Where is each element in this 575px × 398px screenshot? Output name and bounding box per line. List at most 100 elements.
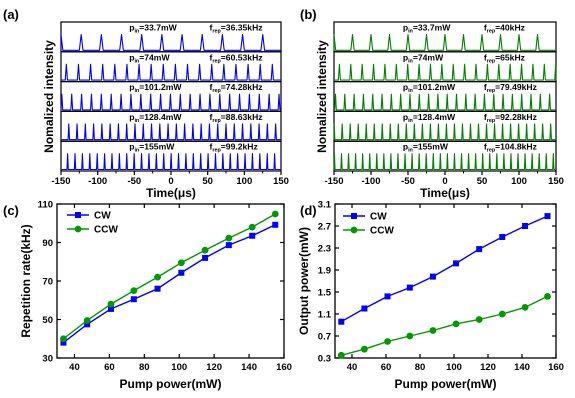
data-point-cw <box>154 285 161 292</box>
pump-power-label-1: pin=33.7mW <box>403 23 451 35</box>
data-point-ccw <box>475 316 483 323</box>
rep-rate-label-2-subscript: rep <box>487 58 496 64</box>
data-point-cw <box>499 234 506 240</box>
x-tick-label-2: -100 <box>361 176 380 187</box>
data-point-ccw <box>406 332 414 340</box>
pump-power-label-3-value: =101.2mW <box>413 82 456 92</box>
x-tick-label-3: 80 <box>415 362 426 373</box>
rep-rate-label-1-symbol: f <box>484 23 487 33</box>
y-tick-label-5: 110 <box>38 200 53 211</box>
rep-rate-label-5-symbol: f <box>484 142 487 152</box>
rep-rate-label-3-symbol: f <box>484 82 487 92</box>
data-point-ccw <box>130 287 138 295</box>
pump-power-label-1-symbol: p <box>129 23 134 33</box>
legend-label-cw: CW <box>94 211 111 222</box>
data-point-cw <box>361 305 368 312</box>
data-point-cw <box>544 213 551 220</box>
pump-power-label-2: pin=74mW <box>403 52 444 64</box>
pump-power-label-3-subscript: in <box>408 88 413 94</box>
rep-rate-label-4-symbol: f <box>210 112 213 122</box>
legend-marker-ccw <box>350 226 358 234</box>
pump-power-label-2-subscript: in <box>408 58 413 64</box>
y-axis-title: Nomalized intensity <box>315 40 329 153</box>
rep-rate-label-2: frep=60.53kHz <box>210 52 263 64</box>
x-tick-label-1: -150 <box>324 176 343 187</box>
pump-power-label-2-subscript: in <box>134 58 139 64</box>
rep-rate-label-1-value: =40kHz <box>495 23 525 33</box>
pulse-train-4 <box>333 123 556 141</box>
pump-power-label-1: pin=33.7mW <box>129 23 177 35</box>
series-line-cw <box>340 215 548 323</box>
series-line-cw <box>63 224 276 344</box>
pulse-train-5 <box>61 153 281 171</box>
rep-rate-label-5-symbol: f <box>210 142 213 152</box>
pump-power-label-2-symbol: p <box>129 52 134 62</box>
rep-rate-label-5-value: =99.2kHz <box>221 142 258 152</box>
data-point-ccw <box>498 310 506 318</box>
pump-power-label-5-value: =155mW <box>413 142 449 152</box>
y-tick-label-4: 1.5 <box>318 288 332 299</box>
data-point-cw <box>429 273 436 280</box>
x-tick-label-6: 100 <box>511 176 527 187</box>
pump-power-label-4-subscript: in <box>134 118 139 124</box>
data-point-ccw <box>521 304 529 311</box>
pulse-train-1 <box>60 33 281 51</box>
plot-frame <box>334 203 557 359</box>
data-point-cw <box>178 269 185 276</box>
data-point-cw <box>107 305 114 312</box>
panel-c-repetition-rate-chart: 40 60 80 100 120 140 160 30 50 70 90 110 CW CCW Pump p… <box>19 200 292 392</box>
x-axis-title: Time(μs) <box>146 186 196 200</box>
x-tick-label-6: 100 <box>236 176 252 187</box>
data-point-ccw <box>544 293 551 300</box>
x-tick-label-4: 100 <box>446 362 462 373</box>
pulse-train-3 <box>60 93 281 111</box>
pump-power-label-3-symbol: p <box>129 82 134 92</box>
pump-power-label-5-subscript: in <box>134 148 139 154</box>
y-tick-label-7: 2.7 <box>318 222 331 233</box>
data-point-ccw <box>248 223 256 231</box>
rep-rate-label-5: frep=104.8kHz <box>484 142 537 154</box>
rep-rate-label-1-value: =36.35kHz <box>221 23 263 33</box>
data-point-cw <box>60 339 67 346</box>
pump-power-label-2: pin=74mW <box>129 52 170 64</box>
rep-rate-label-3-subscript: rep <box>487 88 496 94</box>
rep-rate-label-4-value: =88.63kHz <box>221 112 263 122</box>
rep-rate-label-1: frep=40kHz <box>484 23 525 35</box>
data-point-ccw <box>429 327 437 334</box>
y-axis-title: Output power(mW) <box>297 227 311 335</box>
data-point-ccw <box>337 351 345 359</box>
rep-rate-label-4: frep=92.28kHz <box>484 112 537 124</box>
pump-power-label-3-symbol: p <box>403 82 408 92</box>
pump-power-label-4: pin=128.4mW <box>403 112 456 124</box>
data-point-cw <box>84 321 91 328</box>
x-tick-label-6: 140 <box>241 362 257 373</box>
x-tick-label-5: 50 <box>202 176 213 187</box>
data-point-ccw <box>225 234 233 242</box>
rep-rate-label-4: frep=88.63kHz <box>210 112 263 124</box>
panel-letter-a: (a) <box>3 7 19 22</box>
y-tick-label-8: 3.1 <box>318 200 332 211</box>
x-axis-title: Pump power(mW) <box>395 377 497 391</box>
y-axis-title: Repetition rate(kHz) <box>19 224 33 337</box>
y-tick-label-3: 70 <box>42 277 53 288</box>
x-tick-label-6: 140 <box>514 362 530 373</box>
pump-power-label-4: pin=128.4mW <box>129 112 182 124</box>
x-tick-label-7: 150 <box>548 176 564 187</box>
rep-rate-label-2: frep=65kHz <box>484 52 525 64</box>
x-tick-label-5: 120 <box>480 362 496 373</box>
x-tick-label-1: 40 <box>347 362 358 373</box>
rep-rate-label-2-symbol: f <box>484 52 487 62</box>
pump-power-label-5-value: =155mW <box>139 142 175 152</box>
data-point-ccw <box>384 338 391 345</box>
pump-power-label-5-symbol: p <box>403 142 408 152</box>
panel-letter-b: (b) <box>300 7 317 22</box>
rep-rate-label-2-symbol: f <box>210 52 213 62</box>
pump-power-label-4-symbol: p <box>129 112 134 122</box>
x-tick-label-1: -150 <box>51 176 70 187</box>
x-tick-label-2: -100 <box>88 176 107 187</box>
y-axis-title: Nomalized intensity <box>42 40 56 153</box>
pump-power-label-4-symbol: p <box>403 112 408 122</box>
pulse-train-4 <box>61 123 281 141</box>
